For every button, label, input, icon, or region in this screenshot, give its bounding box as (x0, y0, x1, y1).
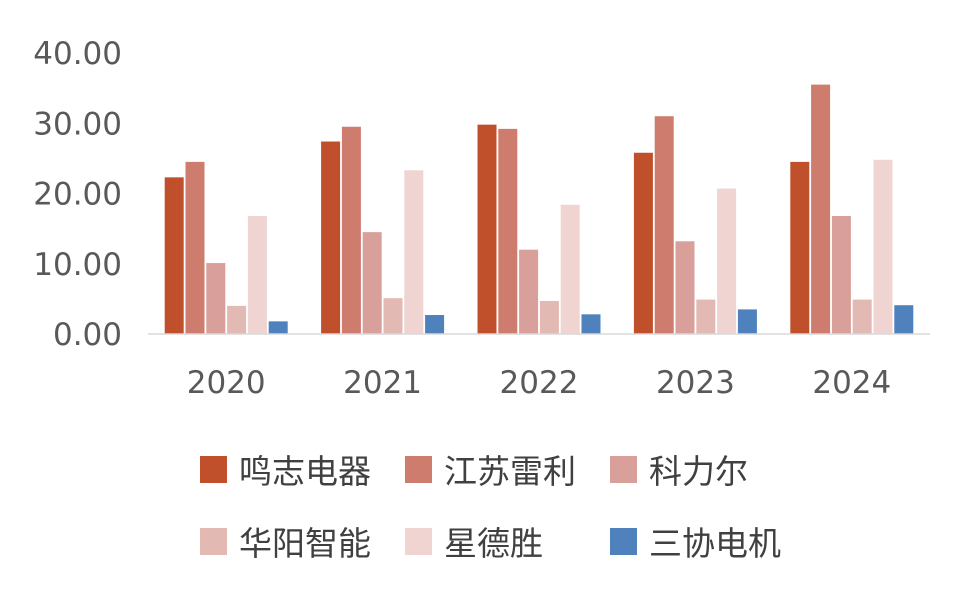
legend-item: 江苏雷利 (405, 445, 610, 493)
legend-item: 科力尔 (610, 445, 815, 493)
x-tick-label: 2020 (187, 365, 266, 401)
bar-2024-series-4 (873, 159, 893, 334)
legend-item: 三协电机 (610, 517, 815, 565)
x-tick-label: 2021 (343, 365, 422, 401)
y-axis: 0.00 10.00 20.00 30.00 40.00 (33, 36, 122, 353)
bar-2020-series-1 (185, 161, 205, 334)
legend-swatch (610, 527, 637, 555)
bar-2024-series-1 (811, 84, 831, 334)
y-tick-label: 10.00 (33, 247, 122, 283)
x-tick-label: 2023 (656, 365, 735, 401)
legend-swatch (200, 527, 227, 555)
bar-2021-series-3 (383, 298, 403, 334)
bar-2023-series-5 (737, 309, 757, 334)
x-tick-label: 2024 (812, 365, 891, 401)
bar-2020-series-4 (247, 215, 267, 334)
legend-label: 科力尔 (649, 452, 748, 491)
bar-2024-series-3 (852, 299, 872, 334)
legend-item: 鸣志电器 (200, 445, 405, 493)
y-tick-label: 40.00 (33, 36, 122, 72)
bar-2022-series-0 (477, 124, 497, 334)
bar-2023-series-1 (654, 116, 674, 334)
legend-label: 鸣志电器 (239, 452, 371, 491)
legend-label: 华阳智能 (239, 524, 371, 563)
legend-swatch (200, 455, 227, 483)
legend-swatch (610, 455, 637, 483)
bar-2023-series-0 (633, 152, 653, 334)
bar-2021-series-0 (321, 141, 341, 334)
bar-2021-series-5 (425, 315, 445, 334)
legend-swatch (405, 527, 432, 555)
bar-2022-series-5 (581, 314, 601, 334)
y-tick-label: 0.00 (53, 317, 122, 353)
bar-2021-series-2 (362, 232, 382, 334)
legend-label: 星德胜 (444, 524, 543, 563)
bar-2022-series-1 (498, 128, 518, 334)
legend-label: 江苏雷利 (444, 452, 576, 491)
x-axis: 2020 2021 2022 2023 2024 (187, 365, 892, 401)
bar-2021-series-4 (404, 170, 424, 334)
y-tick-label: 30.00 (33, 106, 122, 142)
bar-2020-series-5 (268, 321, 288, 334)
bar-2024-series-2 (831, 215, 851, 334)
legend-swatch (405, 455, 432, 483)
bar-2023-series-3 (696, 299, 716, 334)
bar-2024-series-5 (894, 305, 914, 334)
legend-item: 星德胜 (405, 517, 610, 565)
legend-label: 三协电机 (649, 524, 781, 563)
legend-item: 华阳智能 (200, 517, 405, 565)
bar-2023-series-4 (717, 188, 737, 334)
bar-2021-series-1 (341, 126, 361, 334)
bar-2023-series-2 (675, 241, 695, 334)
bar-2022-series-4 (560, 204, 580, 334)
bar-2024-series-0 (790, 161, 810, 334)
bar-2022-series-2 (519, 249, 539, 334)
bar-2022-series-3 (539, 300, 559, 334)
legend: 鸣志电器 江苏雷利 科力尔华阳智能 星德胜 三协电机 (200, 445, 860, 565)
y-tick-label: 20.00 (33, 177, 122, 213)
x-tick-label: 2022 (500, 365, 579, 401)
bars (164, 84, 914, 334)
bar-2020-series-0 (164, 177, 184, 334)
bar-2020-series-3 (227, 305, 247, 334)
bar-2020-series-2 (206, 263, 226, 334)
